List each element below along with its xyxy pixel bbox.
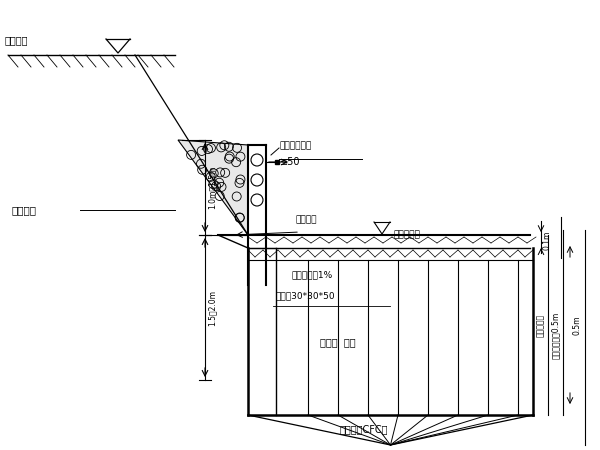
Text: 地面标高: 地面标高 bbox=[5, 35, 29, 45]
Text: 0.1m: 0.1m bbox=[543, 231, 552, 250]
Polygon shape bbox=[178, 140, 248, 235]
Text: 基底加固CFC桩: 基底加固CFC桩 bbox=[340, 424, 389, 434]
Text: 基础边缘: 基础边缘 bbox=[295, 215, 317, 224]
Text: 袋装粘土: 袋装粘土 bbox=[12, 205, 37, 215]
Text: 1.0m～1.5m: 1.0m～1.5m bbox=[208, 166, 217, 209]
Text: 集水坑30*30*50: 集水坑30*30*50 bbox=[275, 291, 335, 300]
Text: 1.5～2.0m: 1.5～2.0m bbox=[208, 289, 217, 325]
Text: 混凝土垫层: 混凝土垫层 bbox=[536, 314, 545, 337]
Text: 单位：  厘米: 单位： 厘米 bbox=[320, 337, 356, 347]
Text: ≤50: ≤50 bbox=[280, 157, 301, 167]
Text: 0.5m: 0.5m bbox=[572, 315, 581, 335]
Text: 钢管（木桩）: 钢管（木桩） bbox=[280, 141, 312, 150]
Text: 基础碎石垫层0.5m: 基础碎石垫层0.5m bbox=[551, 311, 560, 359]
Text: 基底排水板1%: 基底排水板1% bbox=[292, 270, 333, 279]
Text: 基础底标高: 基础底标高 bbox=[393, 230, 420, 239]
